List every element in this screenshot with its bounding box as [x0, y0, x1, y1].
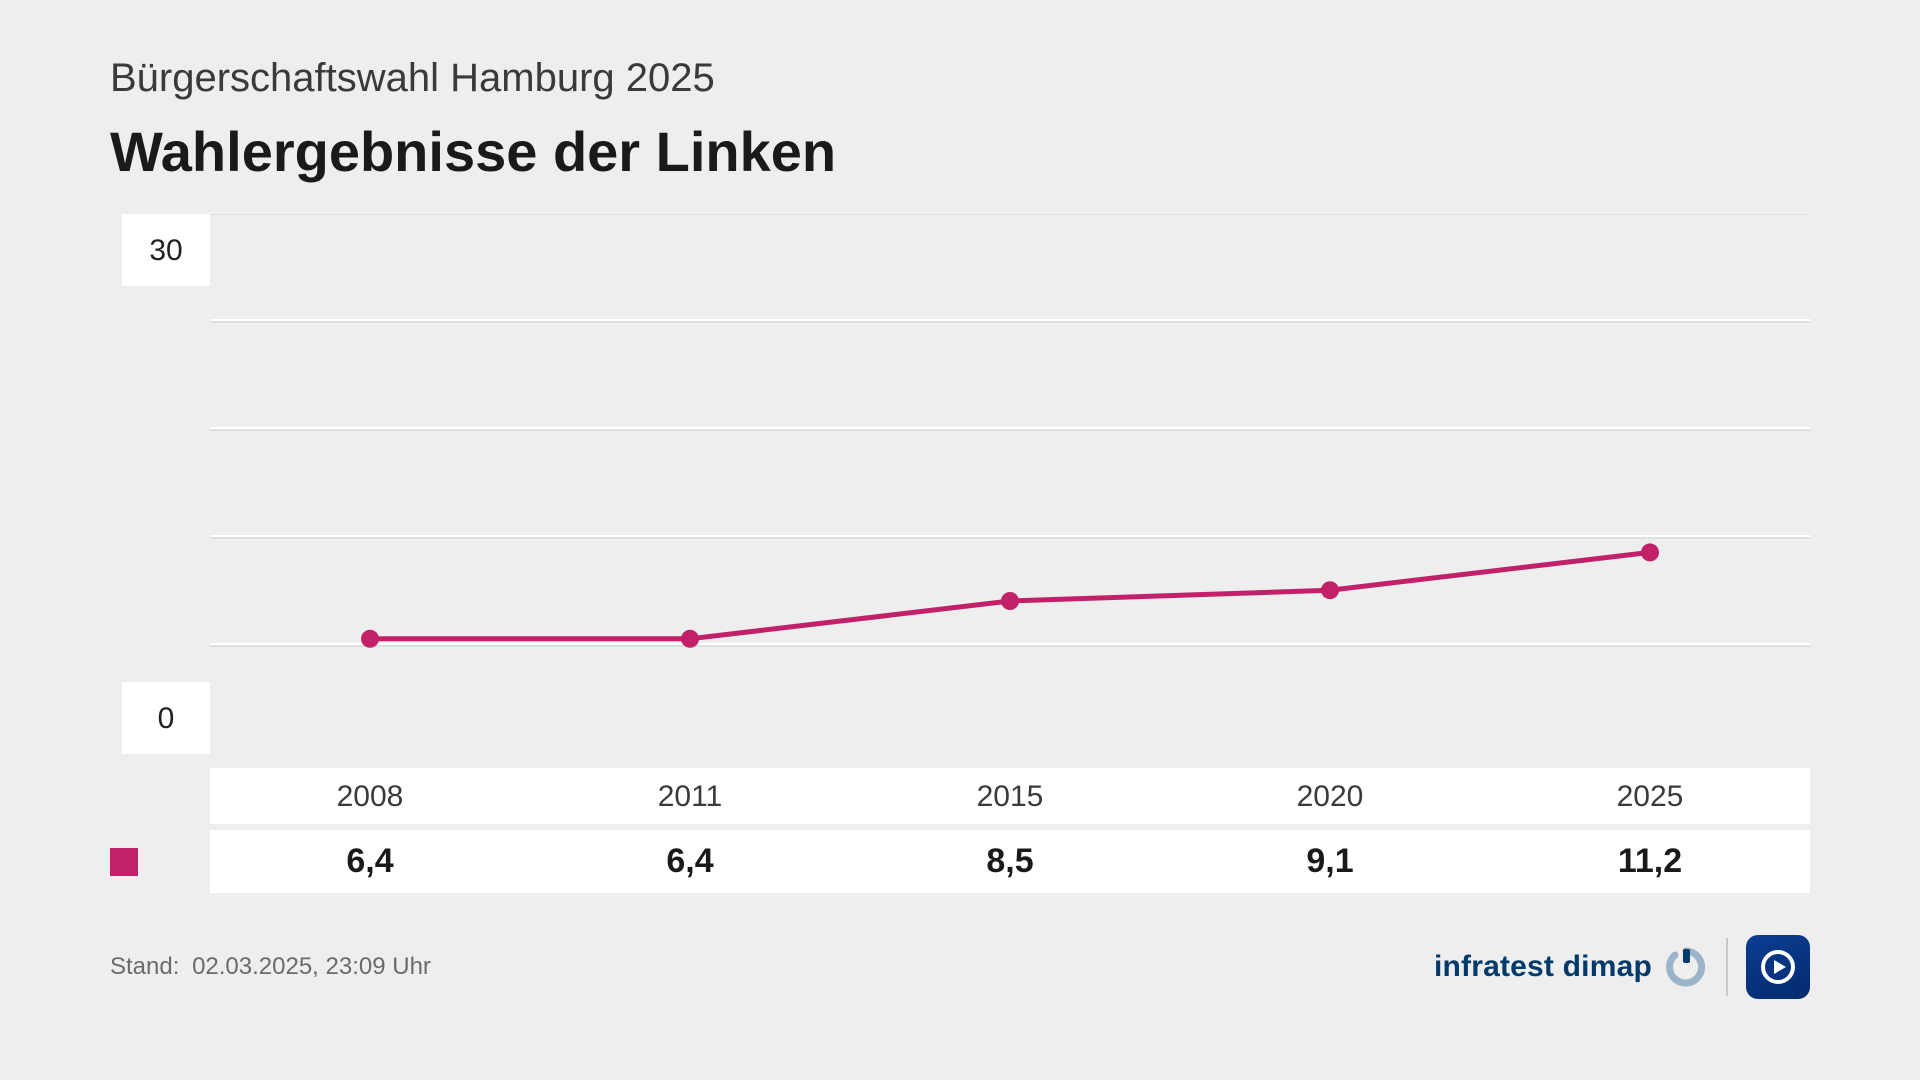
year-label: 2020 — [1170, 780, 1490, 814]
line-chart-svg: 0 30 — [110, 214, 1810, 754]
stand-timestamp: 02.03.2025, 23:09 Uhr — [192, 953, 431, 980]
data-point — [361, 630, 379, 648]
infratest-dimap-logo: infratest dimap — [1434, 945, 1708, 989]
value-row: 6,46,48,59,111,2 — [110, 830, 1810, 893]
legend-chip — [110, 848, 210, 876]
value-label: 6,4 — [530, 842, 850, 881]
svg-text:0: 0 — [158, 702, 175, 735]
value-label: 8,5 — [850, 842, 1170, 881]
footer: Stand: 02.03.2025, 23:09 Uhr infratest d… — [110, 935, 1810, 999]
infratest-dimap-text: infratest dimap — [1434, 950, 1652, 984]
data-point — [1641, 543, 1659, 561]
data-point — [681, 630, 699, 648]
svg-text:30: 30 — [149, 234, 182, 267]
x-axis-years: 20082011201520202025 — [210, 768, 1810, 824]
chart-frame: Bürgerschaftswahl Hamburg 2025 Wahlergeb… — [0, 0, 1920, 1080]
year-label: 2008 — [210, 780, 530, 814]
value-cells: 6,46,48,59,111,2 — [210, 830, 1810, 893]
ard-logo-icon — [1757, 946, 1799, 988]
value-label: 9,1 — [1170, 842, 1490, 881]
chart-area: 0 30 — [110, 214, 1810, 754]
year-label: 2025 — [1490, 780, 1810, 814]
pretitle: Bürgerschaftswahl Hamburg 2025 — [110, 56, 1810, 101]
timestamp-label: Stand: 02.03.2025, 23:09 Uhr — [110, 953, 431, 981]
year-label: 2011 — [530, 780, 850, 814]
data-point — [1321, 581, 1339, 599]
x-axis-year-row: 20082011201520202025 — [110, 768, 1810, 824]
year-label: 2015 — [850, 780, 1170, 814]
value-label: 6,4 — [210, 842, 530, 881]
data-point — [1001, 592, 1019, 610]
chart-title: Wahlergebnisse der Linken — [110, 119, 1810, 184]
logo-divider — [1726, 938, 1728, 996]
infratest-dimap-icon — [1664, 945, 1708, 989]
value-label: 11,2 — [1490, 842, 1810, 881]
x-axis-spacer — [110, 768, 210, 824]
stand-label: Stand: — [110, 953, 179, 980]
logos: infratest dimap — [1434, 935, 1810, 999]
ard-logo-badge — [1746, 935, 1810, 999]
legend-color-square — [110, 848, 138, 876]
